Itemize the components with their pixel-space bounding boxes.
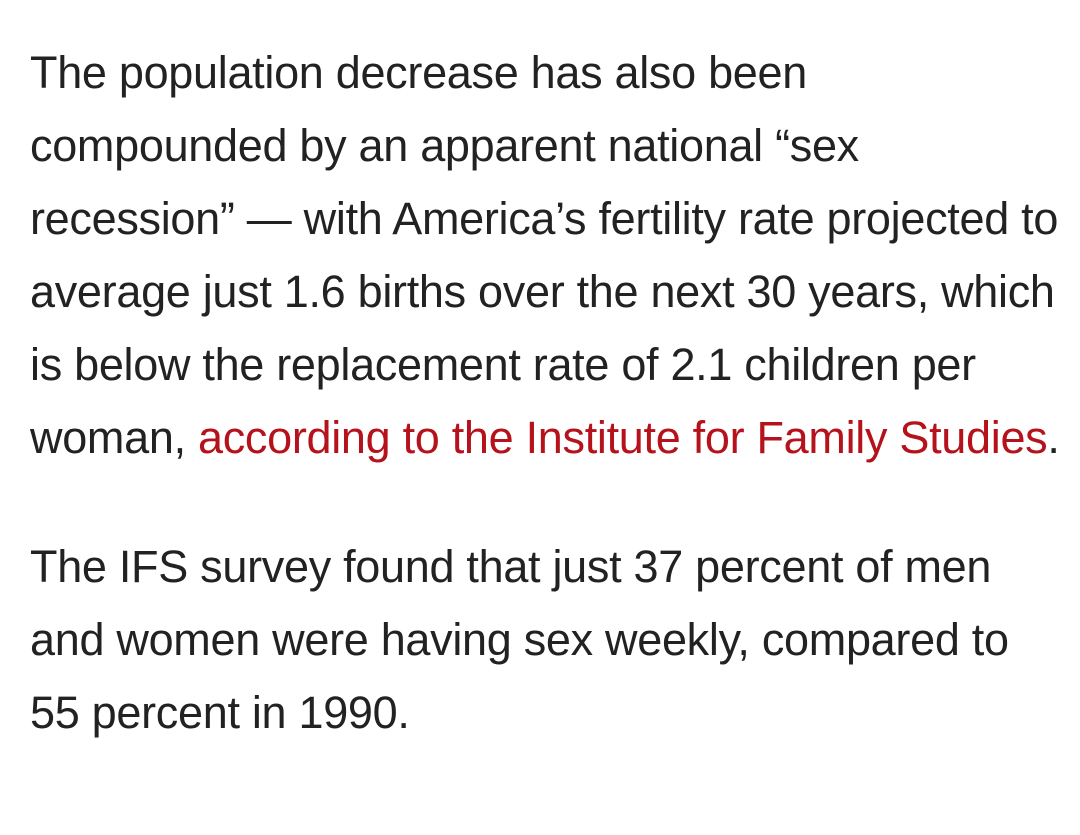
paragraph-population-decrease: The population decrease has also been co… [30, 36, 1070, 474]
ifs-source-link[interactable]: according to the Institute for Family St… [197, 412, 1048, 463]
article-body: The population decrease has also been co… [30, 36, 1070, 749]
paragraph-text: The population decrease has also been co… [30, 47, 1059, 463]
paragraph-ifs-survey: The IFS survey found that just 37 percen… [30, 541, 1009, 738]
paragraph-period: . [1047, 412, 1060, 463]
